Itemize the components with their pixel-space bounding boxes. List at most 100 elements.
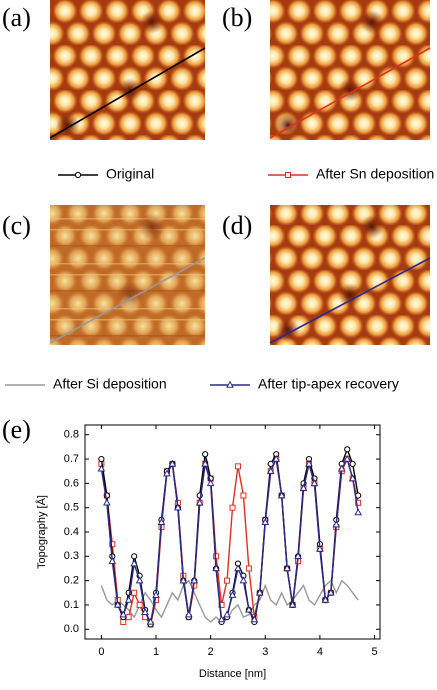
marker xyxy=(348,474,357,482)
marker xyxy=(354,508,362,516)
marker xyxy=(255,588,264,596)
marker xyxy=(224,577,231,584)
marker xyxy=(326,588,335,596)
marker xyxy=(141,608,149,615)
marker xyxy=(316,544,324,552)
legend-label: After tip-apex recovery xyxy=(258,376,399,392)
scan-line xyxy=(49,257,206,344)
x-tick-label: 5 xyxy=(371,646,377,658)
legend-marker xyxy=(285,172,291,178)
y-tick-label: 0.7 xyxy=(64,453,79,465)
panel-label: (b) xyxy=(222,3,252,32)
image-b xyxy=(270,0,430,140)
marker xyxy=(321,595,330,603)
marker xyxy=(305,459,313,467)
marker xyxy=(299,483,308,491)
series-line xyxy=(100,579,359,623)
marker xyxy=(146,617,155,625)
y-tick-label: 0.3 xyxy=(64,550,79,562)
x-tick-label: 3 xyxy=(262,646,268,658)
marker xyxy=(130,559,139,567)
marker xyxy=(201,459,210,467)
marker xyxy=(152,590,160,598)
marker xyxy=(217,615,226,623)
marker xyxy=(310,479,319,487)
marker xyxy=(103,498,111,506)
marker xyxy=(113,600,122,608)
panel-label: (c) xyxy=(2,211,31,240)
marker xyxy=(97,464,106,472)
marker xyxy=(245,565,252,572)
marker xyxy=(174,503,182,511)
scan-line xyxy=(269,47,431,139)
panel-label: (a) xyxy=(2,3,31,32)
x-tick-label: 2 xyxy=(208,646,214,658)
marker xyxy=(135,576,144,584)
marker xyxy=(245,605,253,613)
legend-label: After Si deposition xyxy=(53,376,167,392)
marker xyxy=(168,459,177,467)
marker xyxy=(228,590,237,598)
marker xyxy=(163,469,171,477)
marker xyxy=(120,618,127,625)
marker xyxy=(157,518,166,525)
marker xyxy=(108,556,117,564)
marker xyxy=(223,610,231,618)
y-tick-label: 0.1 xyxy=(64,599,79,611)
marker xyxy=(131,553,138,560)
marker xyxy=(294,552,302,560)
panel-label: (e) xyxy=(2,415,31,444)
image-a xyxy=(50,0,205,140)
marker xyxy=(190,576,199,584)
marker xyxy=(179,576,188,584)
marker xyxy=(239,576,248,584)
y-tick-label: 0.0 xyxy=(64,623,79,635)
x-tick-label: 1 xyxy=(153,646,159,658)
marker xyxy=(125,614,132,621)
marker xyxy=(266,466,275,474)
y-tick-label: 0.8 xyxy=(64,429,79,441)
marker xyxy=(349,460,356,468)
image-c xyxy=(50,205,205,345)
marker xyxy=(261,518,270,525)
x-axis-label: Distance [nm] xyxy=(199,668,266,680)
marker xyxy=(343,454,352,462)
marker xyxy=(206,479,215,487)
legend-marker xyxy=(226,380,234,388)
legend-label: Original xyxy=(106,166,154,182)
marker xyxy=(119,610,128,618)
x-tick-label: 0 xyxy=(98,646,104,658)
marker xyxy=(332,520,341,528)
marker xyxy=(195,498,204,506)
marker xyxy=(240,492,247,499)
marker xyxy=(229,504,236,511)
y-tick-label: 0.2 xyxy=(64,575,79,587)
stm-images xyxy=(50,0,430,345)
marker xyxy=(109,541,116,548)
scan-line xyxy=(49,47,206,139)
marker xyxy=(136,601,143,608)
image-d xyxy=(270,205,430,345)
marker xyxy=(131,589,138,596)
marker xyxy=(234,564,242,572)
marker xyxy=(277,491,286,499)
marker xyxy=(98,455,105,463)
series-line xyxy=(100,456,359,624)
marker xyxy=(250,615,259,623)
marker xyxy=(218,601,225,608)
marker xyxy=(283,564,291,572)
marker xyxy=(202,451,209,458)
legend-marker xyxy=(74,171,82,179)
marker xyxy=(124,595,133,603)
marker xyxy=(184,610,193,618)
marker xyxy=(288,600,297,608)
panel-label: (d) xyxy=(222,211,252,240)
marker xyxy=(355,499,362,506)
y-tick-label: 0.5 xyxy=(64,502,79,514)
marker xyxy=(344,446,351,453)
marker xyxy=(212,564,220,572)
marker xyxy=(234,463,241,470)
y-axis-label: Topography [Å] xyxy=(35,495,48,569)
scan-line xyxy=(269,257,431,344)
